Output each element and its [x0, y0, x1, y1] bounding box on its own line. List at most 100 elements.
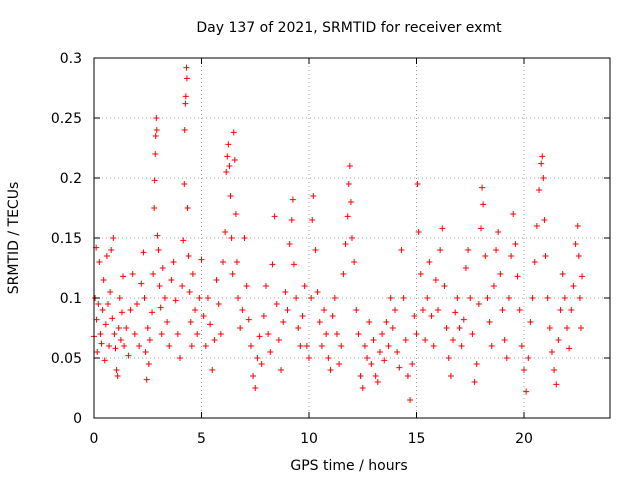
- data-point: [396, 364, 403, 371]
- data-point: [460, 316, 467, 323]
- data-point: [189, 271, 196, 277]
- data-point: [310, 193, 317, 199]
- data-point: [280, 319, 287, 325]
- x-tick-label: 5: [197, 431, 206, 447]
- data-point: [204, 295, 211, 301]
- data-point: [480, 201, 487, 208]
- data-point: [161, 295, 168, 301]
- data-point: [170, 259, 177, 265]
- data-point: [346, 163, 353, 169]
- data-point: [267, 349, 274, 355]
- data-point: [263, 283, 269, 289]
- data-point: [288, 217, 295, 223]
- data-point: [127, 307, 134, 313]
- data-point: [174, 331, 181, 337]
- data-point: [347, 199, 354, 205]
- data-point: [103, 253, 110, 259]
- data-point: [222, 229, 229, 235]
- data-point: [239, 307, 246, 313]
- data-point: [432, 277, 439, 283]
- data-point: [372, 373, 379, 379]
- data-point: [177, 355, 183, 361]
- data-point: [118, 309, 125, 316]
- data-point: [188, 343, 195, 349]
- y-tick-label: 0.2: [60, 171, 82, 187]
- data-point: [342, 241, 349, 247]
- data-point: [355, 331, 362, 337]
- data-point: [116, 295, 123, 301]
- data-point: [243, 283, 250, 289]
- data-point: [284, 307, 291, 313]
- data-point: [301, 283, 308, 289]
- data-point: [419, 307, 426, 313]
- data-point: [97, 331, 104, 337]
- data-point: [340, 271, 347, 277]
- data-point: [424, 295, 431, 301]
- data-point: [456, 325, 463, 331]
- data-point: [525, 355, 532, 361]
- data-point: [144, 325, 151, 331]
- data-point: [546, 325, 553, 331]
- data-point: [196, 295, 203, 301]
- data-point: [145, 361, 152, 367]
- x-tick-label: 15: [408, 431, 426, 447]
- data-point: [376, 349, 383, 355]
- data-point: [181, 127, 188, 133]
- data-point: [172, 297, 179, 304]
- data-point: [184, 205, 191, 211]
- data-point: [426, 259, 433, 265]
- data-point: [104, 301, 111, 307]
- data-point: [482, 253, 489, 259]
- data-point: [303, 343, 310, 349]
- data-point: [220, 259, 226, 265]
- data-point: [247, 343, 254, 349]
- data-point: [338, 343, 345, 349]
- data-point: [101, 357, 108, 364]
- data-point: [538, 160, 545, 167]
- data-point: [141, 295, 148, 301]
- data-point: [370, 337, 377, 343]
- data-point: [475, 301, 482, 307]
- data-point: [575, 253, 582, 259]
- data-point: [231, 157, 238, 163]
- data-point: [182, 100, 189, 107]
- data-point: [94, 349, 101, 355]
- data-point: [309, 217, 316, 223]
- data-point: [495, 229, 502, 235]
- data-point: [166, 343, 173, 349]
- data-point: [107, 289, 114, 295]
- data-point: [186, 289, 193, 295]
- data-point: [488, 343, 495, 349]
- data-point: [411, 313, 418, 319]
- data-point: [225, 141, 232, 148]
- data-point: [379, 331, 386, 337]
- data-point: [211, 337, 218, 343]
- data-point: [114, 373, 121, 379]
- data-point: [143, 376, 150, 383]
- data-point: [290, 261, 297, 268]
- data-point: [256, 333, 263, 340]
- data-point: [109, 315, 116, 322]
- data-point: [117, 337, 124, 343]
- data-point: [407, 397, 414, 403]
- data-point: [402, 337, 409, 343]
- data-point: [153, 127, 160, 133]
- data-point: [156, 283, 163, 289]
- data-point: [252, 385, 259, 391]
- data-point: [223, 169, 230, 175]
- data-point: [95, 301, 102, 307]
- data-point: [254, 355, 261, 361]
- data-point: [536, 187, 543, 193]
- data-point: [198, 256, 205, 263]
- data-point: [572, 241, 579, 247]
- data-point: [398, 247, 405, 253]
- data-point: [539, 153, 546, 160]
- data-point: [417, 271, 424, 277]
- data-point: [422, 337, 429, 343]
- y-tick-label: 0.25: [51, 111, 82, 127]
- data-point: [329, 313, 336, 319]
- data-point: [250, 373, 257, 379]
- data-point: [164, 319, 171, 325]
- data-point: [445, 355, 452, 361]
- data-point: [209, 367, 216, 373]
